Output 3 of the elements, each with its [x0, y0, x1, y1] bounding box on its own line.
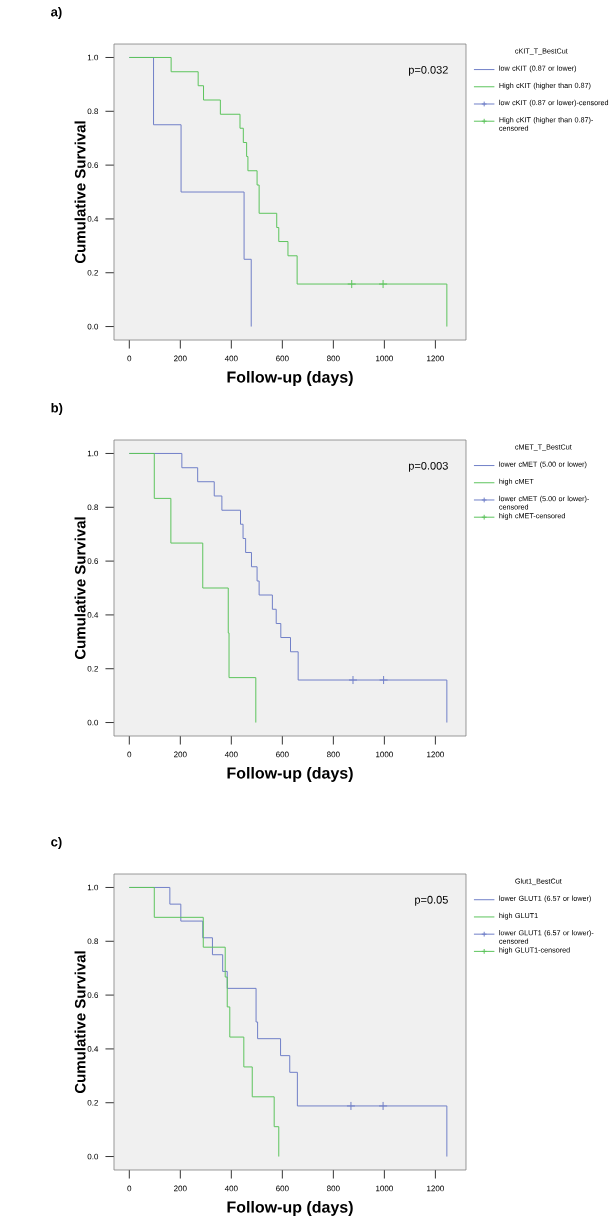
- x-axis-title: Follow-up (days): [227, 371, 353, 386]
- x-axis-title: Follow-up (days): [227, 1200, 353, 1216]
- x-axis-title: Follow-up (days): [227, 766, 353, 782]
